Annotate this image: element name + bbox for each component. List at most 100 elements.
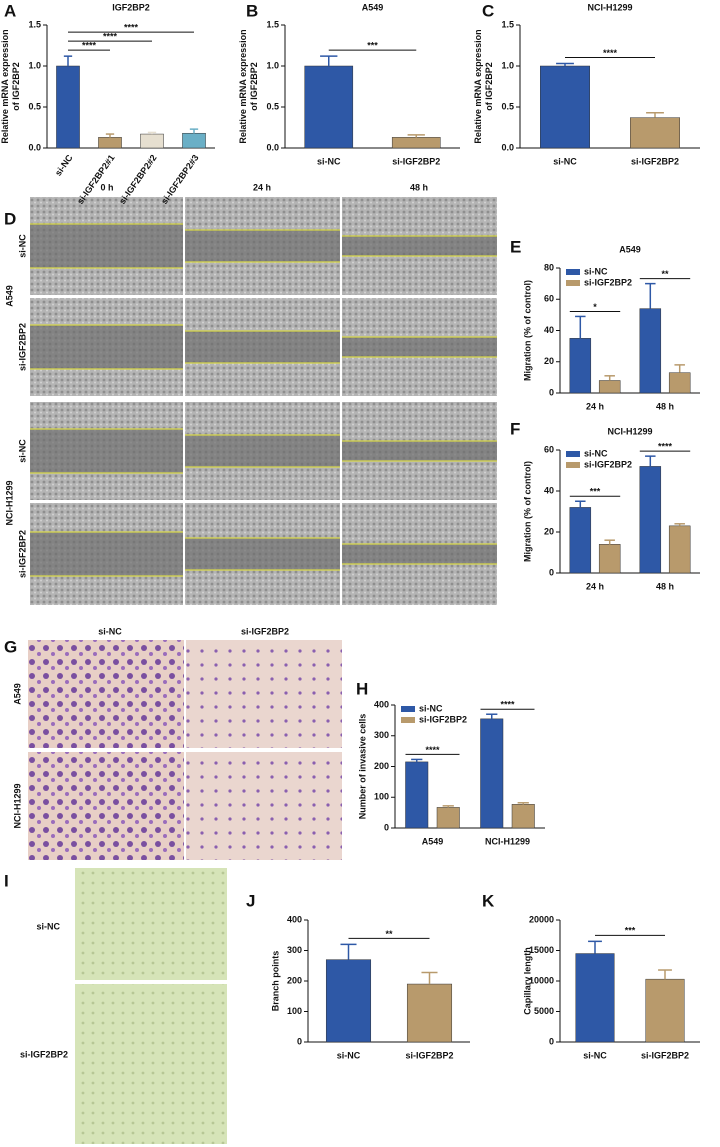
column-label: 48 h <box>410 182 428 192</box>
panel-letter: I <box>4 871 9 890</box>
y-axis-label: Relative mRNA expression <box>238 29 248 143</box>
bar <box>140 133 164 149</box>
bar <box>668 372 691 394</box>
bar <box>598 380 621 394</box>
panel-letter: D <box>4 209 16 228</box>
y-tick-label: 20 <box>544 526 554 536</box>
x-tick-label: 48 h <box>656 401 674 411</box>
significance-label: *** <box>590 487 601 497</box>
significance-label: **** <box>425 745 440 755</box>
microscopy-image <box>186 752 342 860</box>
x-tick-label: NCI-H1299 <box>485 836 530 846</box>
legend-swatch <box>566 462 580 468</box>
x-tick-label: si-NC <box>553 156 577 166</box>
bar <box>56 65 80 149</box>
y-tick-label: 0 <box>549 567 554 577</box>
wound-gap <box>185 538 340 570</box>
chart-title: NCI-H1299 <box>607 426 652 436</box>
wound-gap <box>185 331 340 363</box>
bar <box>630 117 680 149</box>
y-tick-label: 0 <box>549 387 554 397</box>
y-axis-label: of IGF2BP2 <box>249 62 259 111</box>
y-tick-label: 0.5 <box>501 101 514 111</box>
legend-swatch <box>401 706 415 712</box>
row-label: NCI-H1299 <box>12 783 22 828</box>
bar <box>668 525 691 574</box>
bar <box>645 978 685 1043</box>
y-tick-label: 1.5 <box>501 19 514 29</box>
x-tick-label: si-IGF2BP2 <box>392 156 440 166</box>
panel-letter: J <box>246 891 255 910</box>
row-label: A549 <box>12 683 22 705</box>
x-tick-label: si-NC <box>317 156 341 166</box>
panel-letter: G <box>4 637 17 656</box>
row-label: si-NC <box>36 921 60 931</box>
y-tick-label: 5000 <box>534 1006 554 1016</box>
y-axis-label: Branch points <box>270 951 280 1012</box>
y-tick-label: 200 <box>374 761 389 771</box>
x-tick-label: 48 h <box>656 581 674 591</box>
significance-label: **** <box>124 23 139 33</box>
y-axis-label: Migration (% of control) <box>522 280 532 381</box>
y-tick-label: 0 <box>297 1036 302 1046</box>
row-label: si-NC <box>17 439 27 463</box>
row-group-label: A549 <box>4 285 14 307</box>
bar <box>540 65 590 149</box>
chart-title: IGF2BP2 <box>112 2 150 12</box>
panel-letter: E <box>510 237 521 256</box>
y-tick-label: 60 <box>544 444 554 454</box>
significance-label: **** <box>103 32 118 42</box>
panel-letter: A <box>4 1 16 20</box>
legend-label: si-IGF2BP2 <box>584 459 632 469</box>
legend-label: si-IGF2BP2 <box>584 277 632 287</box>
bar <box>575 953 615 1043</box>
y-tick-label: 300 <box>287 945 302 955</box>
column-label: si-IGF2BP2 <box>241 626 289 636</box>
bar <box>639 466 662 574</box>
row-label: si-IGF2BP2 <box>17 323 27 371</box>
column-label: si-NC <box>98 626 122 636</box>
significance-label: **** <box>500 700 515 710</box>
significance-label: *** <box>625 926 636 936</box>
y-axis-label: Relative mRNA expression <box>0 29 10 143</box>
y-tick-label: 1.5 <box>266 19 279 29</box>
bar <box>391 137 441 149</box>
legend-swatch <box>401 717 415 723</box>
panel-letter: F <box>510 419 520 438</box>
x-tick-label: 24 h <box>586 401 604 411</box>
x-tick-label: si-IGF2BP2 <box>631 156 679 166</box>
wound-gap <box>342 441 497 461</box>
y-axis-label: Relative mRNA expression <box>473 29 483 143</box>
wound-gap <box>185 435 340 467</box>
x-tick-label: si-IGF2BP2 <box>641 1050 689 1060</box>
wound-gap <box>30 224 183 268</box>
row-label: si-NC <box>17 234 27 258</box>
legend-label: si-IGF2BP2 <box>419 714 467 724</box>
y-tick-label: 1.0 <box>28 60 41 70</box>
panel-letter: K <box>482 891 495 910</box>
y-tick-label: 0.0 <box>28 142 41 152</box>
bar <box>480 718 504 829</box>
panel-letter: C <box>482 1 494 20</box>
y-axis-label: of IGF2BP2 <box>11 62 21 111</box>
y-tick-label: 1.5 <box>28 19 41 29</box>
legend-swatch <box>566 269 580 275</box>
y-tick-label: 200 <box>287 975 302 985</box>
y-tick-label: 0 <box>549 1036 554 1046</box>
significance-label: * <box>593 302 597 312</box>
microscopy-image <box>28 752 184 860</box>
legend-label: si-NC <box>419 703 443 713</box>
wound-gap <box>30 532 183 576</box>
chart-title: A549 <box>619 244 641 254</box>
microscopy-image <box>75 984 227 1144</box>
x-tick-label: A549 <box>422 836 444 846</box>
bar <box>304 65 354 149</box>
bar <box>182 132 206 149</box>
bar <box>436 807 460 829</box>
row-label: si-IGF2BP2 <box>17 530 27 578</box>
y-tick-label: 60 <box>544 294 554 304</box>
bar <box>406 983 453 1043</box>
y-axis-label: of IGF2BP2 <box>484 62 494 111</box>
microscopy-image <box>186 640 342 748</box>
